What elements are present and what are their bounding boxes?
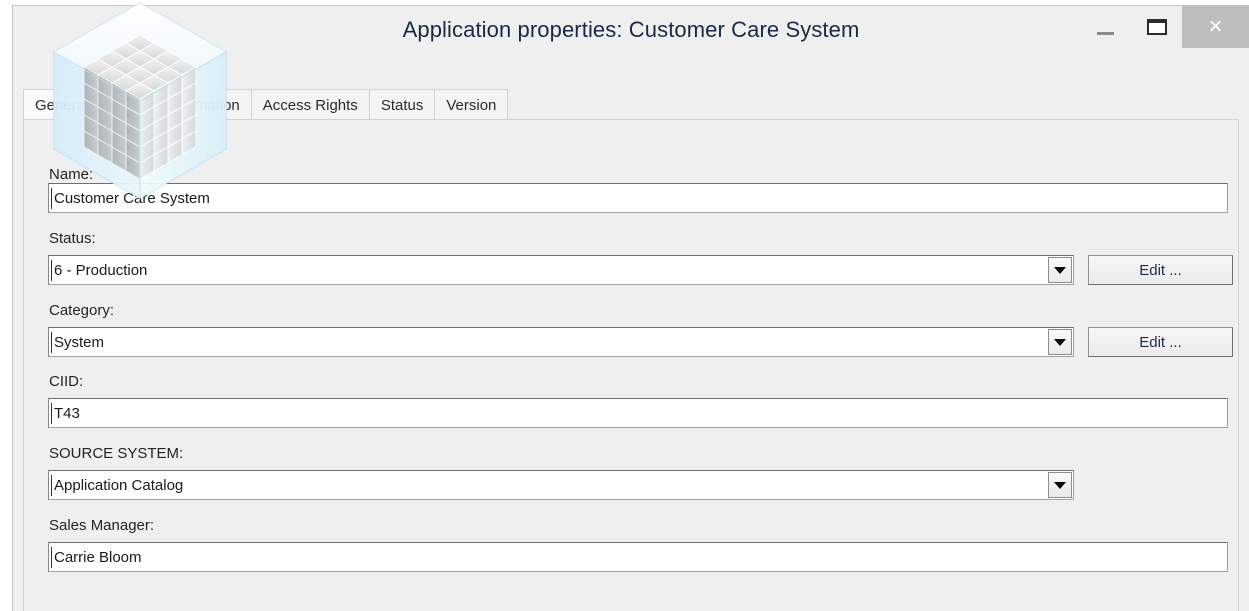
ciid-label: CIID: (49, 373, 84, 390)
sales-manager-input[interactable]: Carrie Bloom (48, 542, 1228, 572)
category-edit-button[interactable]: Edit ... (1088, 327, 1233, 357)
ciid-value: T43 (54, 404, 80, 422)
text-caret (51, 547, 52, 568)
maximize-button[interactable] (1131, 6, 1182, 48)
window-controls: × (1080, 6, 1249, 48)
maximize-icon (1146, 19, 1167, 35)
name-input[interactable]: Customer Care System (48, 183, 1228, 213)
tab-system-information[interactable]: System information (99, 89, 252, 120)
tab-status[interactable]: Status (368, 89, 436, 120)
tab-strip: General System information Access Rights… (23, 89, 1239, 120)
status-value: 6 - Production (54, 261, 148, 279)
text-caret (51, 403, 52, 424)
source-system-label: SOURCE SYSTEM: (49, 445, 184, 462)
category-label: Category: (49, 302, 115, 319)
close-button[interactable]: × (1182, 6, 1249, 48)
text-caret (51, 475, 52, 496)
status-select[interactable]: 6 - Production (48, 255, 1074, 285)
tab-general[interactable]: General (23, 89, 101, 120)
name-value: Customer Care System (54, 189, 210, 207)
tab-version[interactable]: Version (434, 89, 509, 120)
ciid-input[interactable]: T43 (48, 398, 1228, 428)
name-label: Name: (49, 166, 94, 183)
application-properties-dialog: Application properties: Customer Care Sy… (12, 5, 1249, 611)
chevron-down-icon[interactable] (1048, 472, 1072, 498)
status-edit-button[interactable]: Edit ... (1088, 255, 1233, 285)
text-caret (51, 188, 52, 209)
sales-manager-value: Carrie Bloom (54, 548, 142, 566)
window-title: Application properties: Customer Care Sy… (402, 17, 860, 42)
sales-manager-label: Sales Manager: (49, 517, 155, 534)
minimize-button[interactable] (1080, 6, 1131, 48)
status-label: Status: (49, 230, 96, 247)
text-caret (51, 260, 52, 281)
tab-access-rights[interactable]: Access Rights (250, 89, 370, 120)
category-value: System (54, 333, 105, 351)
title-bar: Application properties: Customer Care Sy… (13, 6, 1249, 56)
general-tab-panel: Name: Customer Care System Status: 6 - P… (23, 119, 1239, 611)
minimize-icon (1097, 31, 1114, 35)
chevron-down-icon[interactable] (1048, 257, 1072, 283)
source-system-value: Application Catalog (54, 476, 184, 494)
chevron-down-icon[interactable] (1048, 329, 1072, 355)
text-caret (51, 332, 52, 353)
source-system-select[interactable]: Application Catalog (48, 470, 1074, 500)
category-select[interactable]: System (48, 327, 1074, 357)
close-icon: × (1208, 13, 1223, 40)
